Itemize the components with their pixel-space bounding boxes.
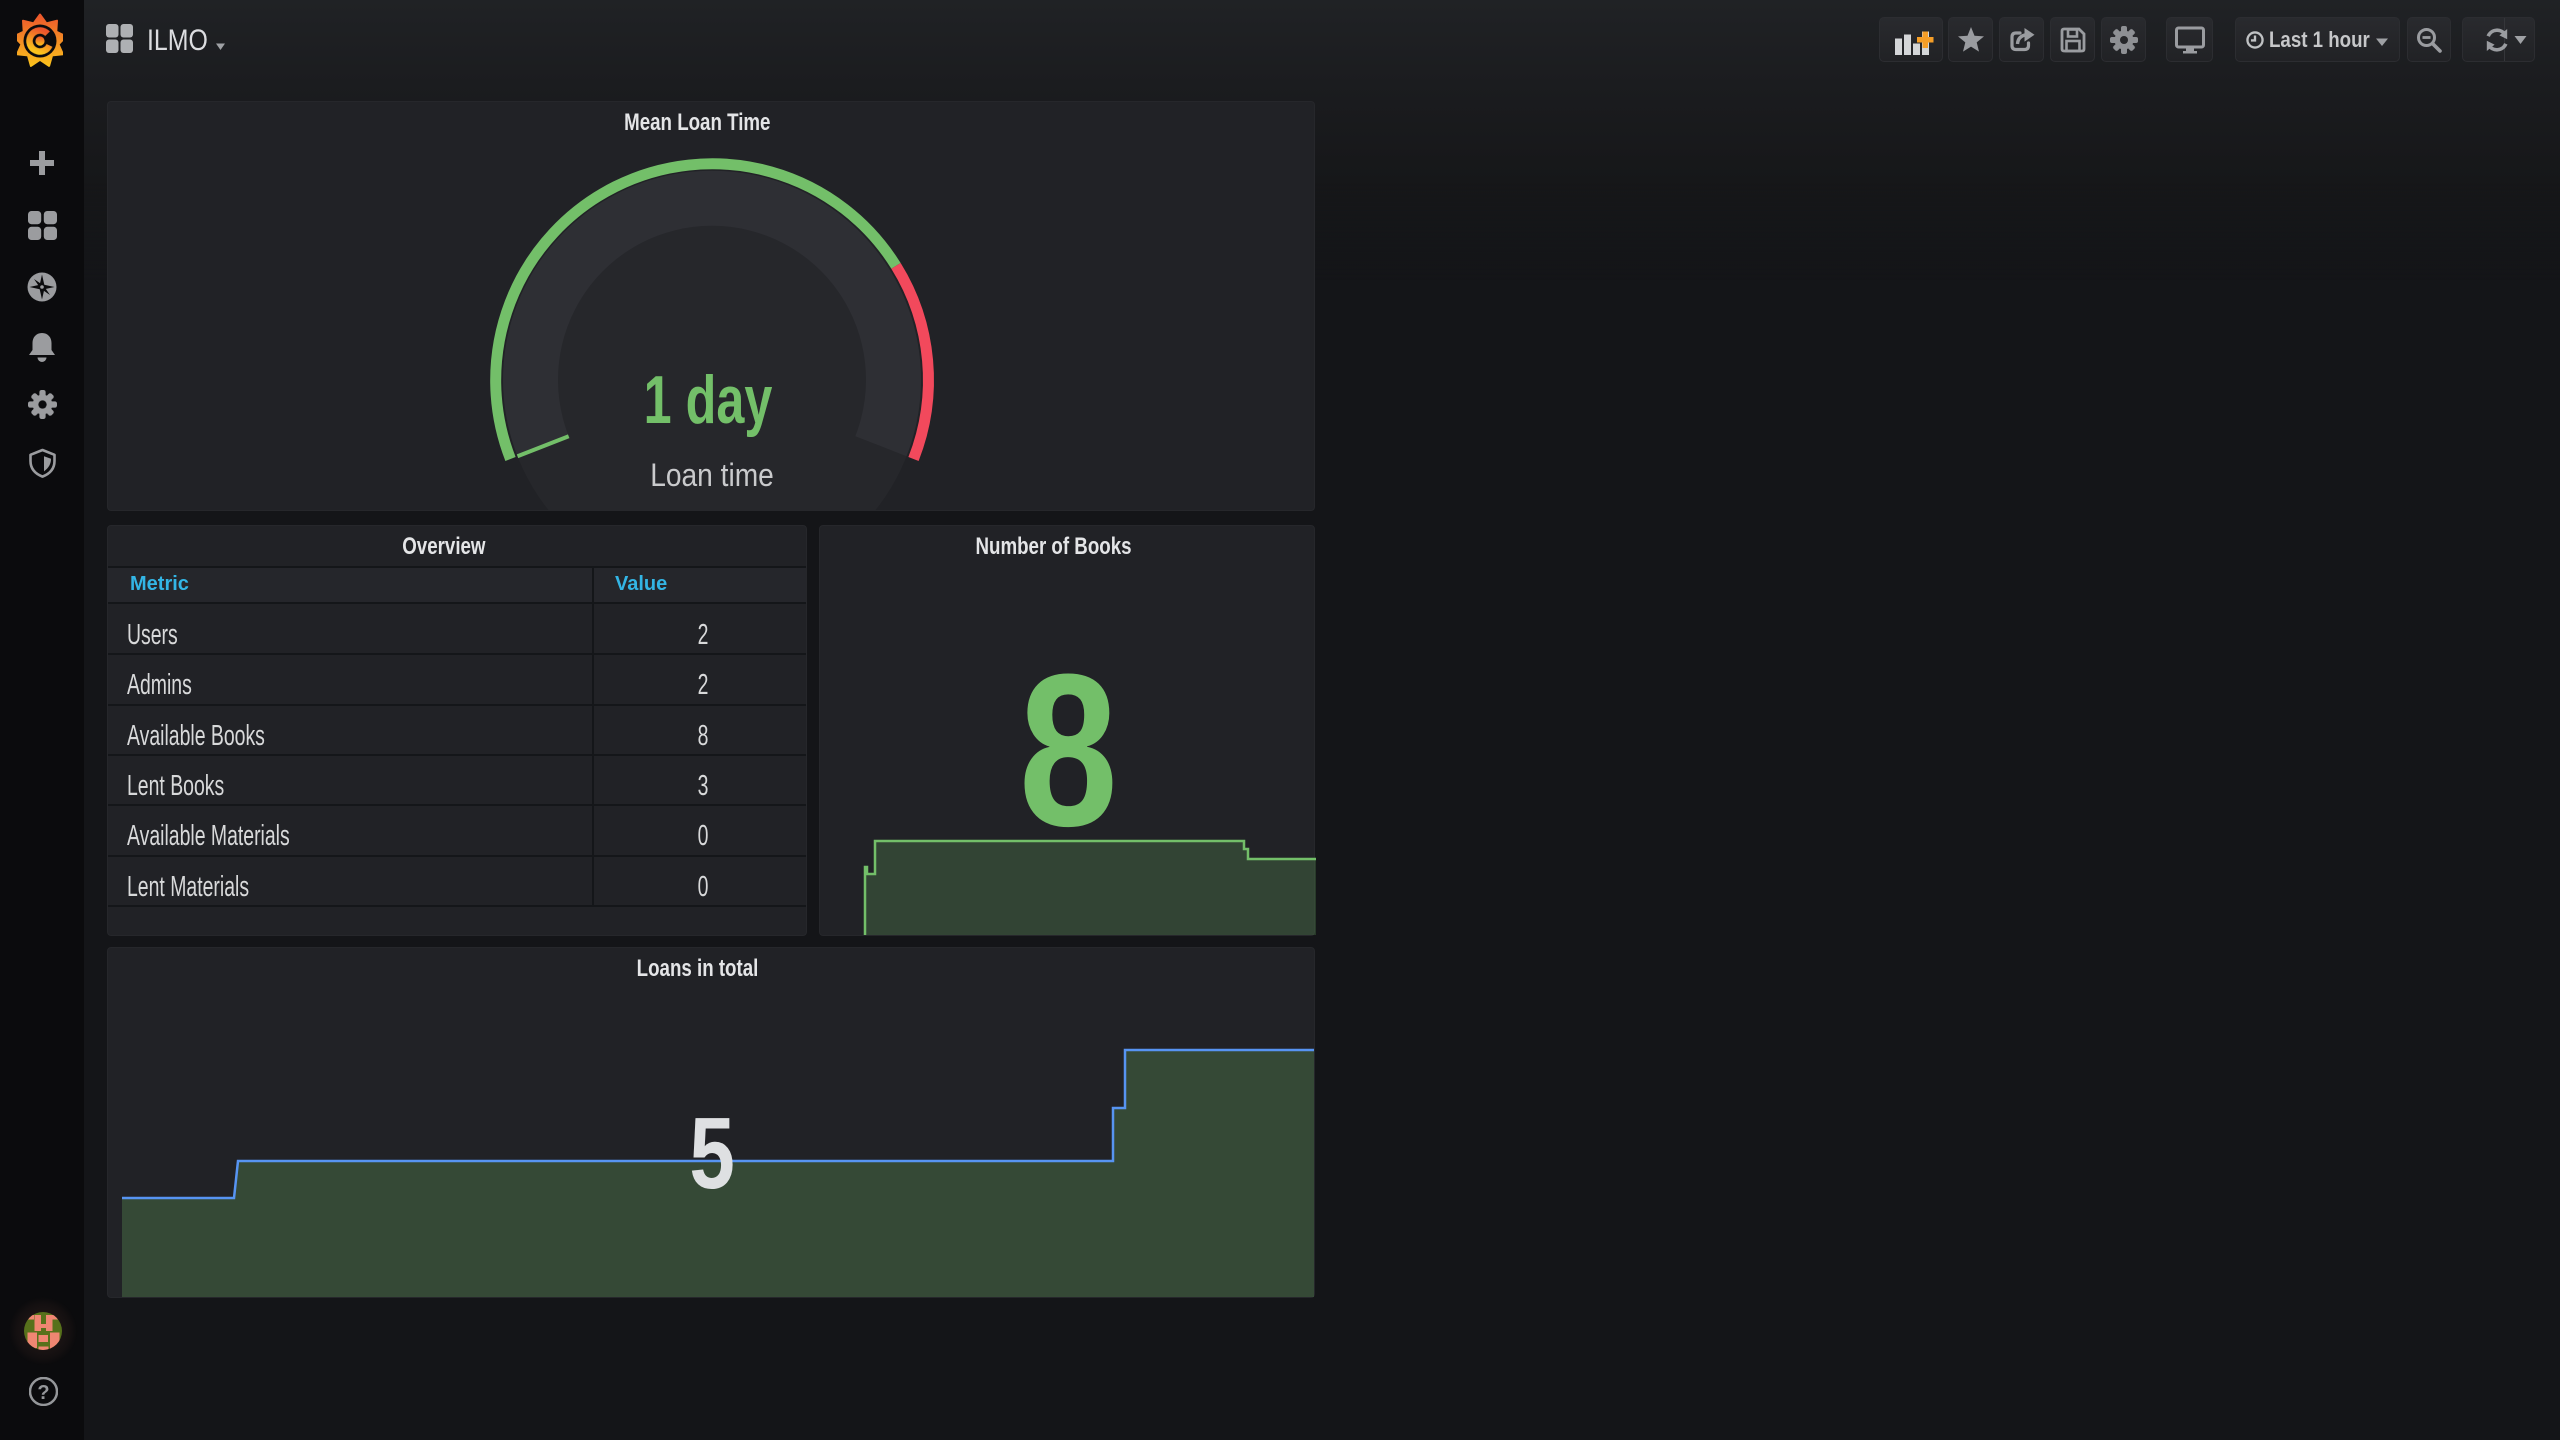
svg-text:1 day: 1 day (644, 362, 773, 438)
svg-text:?: ? (37, 1382, 49, 1404)
svg-text:Loan time: Loan time (650, 458, 774, 493)
